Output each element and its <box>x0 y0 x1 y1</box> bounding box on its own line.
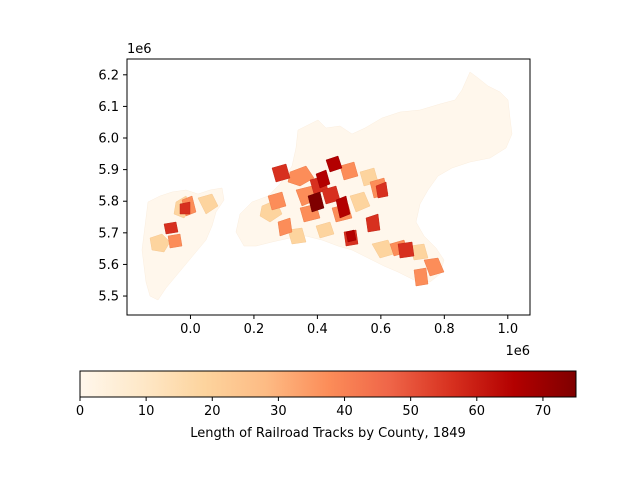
region-max <box>307 191 325 213</box>
colorbar: 0 10 20 30 40 50 60 70 Length of Railroad Track… <box>76 370 577 441</box>
y-axis: 5.5 5.6 5.7 5.8 5.9 6.0 6.1 6.2 <box>98 68 127 305</box>
x-tick-label: 1.0 <box>497 322 518 337</box>
colorbar-tick-label: 50 <box>402 404 419 419</box>
region-pale-1 <box>149 233 171 253</box>
region-red-9 <box>179 201 191 215</box>
x-offset-label: 1e6 <box>505 344 530 359</box>
y-tick-label: 5.8 <box>98 195 119 210</box>
region-mid-3 <box>287 165 315 187</box>
y-tick-label: 6.2 <box>98 68 119 83</box>
x-tick-label: 0.6 <box>371 322 392 337</box>
y-tick-label: 6.1 <box>98 100 119 115</box>
region-red-6 <box>375 181 389 199</box>
colorbar-tick-label: 60 <box>469 404 486 419</box>
map-layer <box>141 71 513 301</box>
region-pale-5 <box>315 221 335 239</box>
y-tick-label: 5.7 <box>98 226 119 241</box>
region-red-8 <box>163 221 179 235</box>
region-red-4 <box>365 213 381 233</box>
y-tick-label: 5.9 <box>98 163 119 178</box>
y-tick-label: 5.6 <box>98 258 119 273</box>
colorbar-ticks: 0 10 20 30 40 50 60 70 <box>76 397 551 419</box>
x-tick-label: 0.2 <box>244 322 265 337</box>
y-offset-label: 1e6 <box>127 42 152 57</box>
region-pale-10 <box>287 227 307 245</box>
region-dark-3 <box>315 169 331 189</box>
region-red-7 <box>397 241 415 259</box>
x-axis: 0.0 0.2 0.4 0.6 0.8 1.0 <box>180 315 518 337</box>
region-mid-13 <box>413 267 429 287</box>
region-mid-2 <box>167 233 183 249</box>
colorbar-tick-label: 40 <box>336 404 353 419</box>
region-base-west <box>141 187 225 301</box>
colorbar-tick-label: 10 <box>138 404 155 419</box>
colorbar-label: Length of Railroad Tracks by County, 184… <box>190 426 466 441</box>
x-tick-label: 0.8 <box>434 322 455 337</box>
region-dark-4 <box>345 229 357 243</box>
x-tick-label: 0.4 <box>307 322 328 337</box>
colorbar-gradient <box>79 370 577 398</box>
colorbar-tick-label: 70 <box>535 404 552 419</box>
region-pale-3 <box>197 193 219 215</box>
colorbar-tick-label: 30 <box>270 404 287 419</box>
x-tick-label: 0.0 <box>180 322 201 337</box>
region-dark-1 <box>325 155 343 173</box>
y-tick-label: 6.0 <box>98 132 119 147</box>
colorbar-tick-label: 20 <box>204 404 221 419</box>
region-pale-6 <box>349 191 371 213</box>
region-mid-10 <box>423 257 445 277</box>
colorbar-tick-label: 0 <box>76 404 84 419</box>
region-red-1 <box>271 163 291 183</box>
y-tick-label: 5.5 <box>98 290 119 305</box>
region-mid-6 <box>277 217 293 237</box>
region-mid-5 <box>267 191 287 211</box>
region-mid-12 <box>339 161 359 181</box>
region-dark-2 <box>335 195 351 219</box>
axes-frame <box>126 58 531 316</box>
